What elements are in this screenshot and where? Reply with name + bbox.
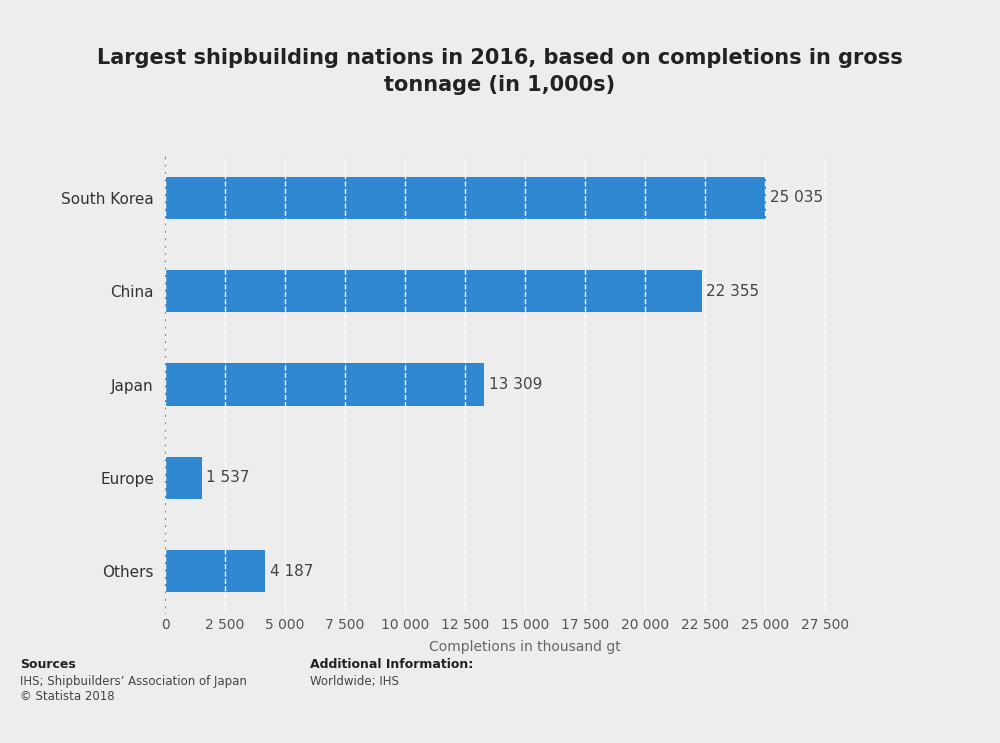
Bar (165, 551, 265, 592)
Bar (165, 270, 702, 312)
Bar (165, 363, 484, 406)
Text: 13 309: 13 309 (489, 377, 542, 392)
Text: Worldwide; IHS: Worldwide; IHS (310, 675, 399, 687)
Text: 25 035: 25 035 (770, 190, 823, 205)
Text: Largest shipbuilding nations in 2016, based on completions in gross
tonnage (in : Largest shipbuilding nations in 2016, ba… (97, 48, 903, 94)
Text: 1 537: 1 537 (206, 470, 250, 485)
Bar (165, 457, 202, 499)
Text: IHS; Shipbuildersʼ Association of Japan
© Statista 2018: IHS; Shipbuildersʼ Association of Japan … (20, 675, 247, 703)
Text: Additional Information:: Additional Information: (310, 658, 473, 670)
Text: 4 187: 4 187 (270, 564, 313, 579)
X-axis label: Completions in thousand gt: Completions in thousand gt (429, 640, 621, 654)
Text: Sources: Sources (20, 658, 76, 670)
Bar (165, 177, 766, 218)
Text: 22 355: 22 355 (706, 284, 759, 299)
